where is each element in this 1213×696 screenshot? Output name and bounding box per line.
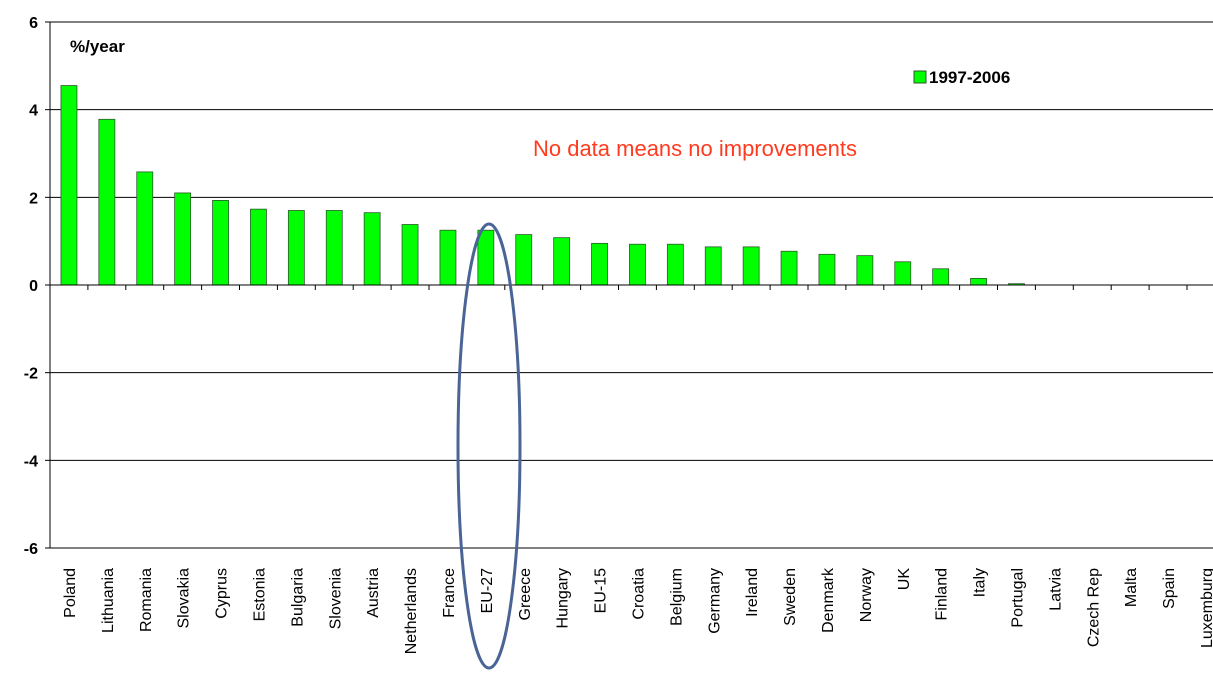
bar — [287, 210, 305, 286]
bar — [212, 200, 229, 286]
x-tick-label: Malta — [1123, 568, 1140, 607]
x-tick-label: Austria — [365, 568, 382, 618]
x-tick-label: Denmark — [820, 567, 837, 633]
x-tick-label: Romania — [138, 568, 155, 632]
bar — [250, 208, 267, 286]
annotation: No data means no improvements — [533, 136, 857, 161]
x-tick-label: Croatia — [630, 568, 647, 620]
legend-label: 1997-2006 — [929, 68, 1010, 87]
bar — [818, 253, 836, 286]
x-tick-label: Slovakia — [176, 568, 193, 629]
bar — [553, 237, 571, 286]
x-tick-label: Estonia — [251, 568, 268, 621]
bar — [970, 278, 987, 286]
x-tick-label: Netherlands — [403, 568, 420, 654]
bar — [742, 246, 760, 286]
y-tick-label: -6 — [24, 541, 38, 558]
bar — [439, 229, 457, 286]
bar — [174, 192, 192, 286]
x-tick-label: Belgium — [668, 568, 685, 626]
plot: -6 -4 -2 0 2 4 6 Poland Lithuania Romania Slovakia… — [24, 15, 1213, 654]
y-tick-label: 2 — [29, 190, 38, 207]
bar — [477, 229, 495, 286]
x-tick-label: Greece — [517, 568, 534, 621]
bar — [704, 246, 722, 286]
x-tick-label: Lithuania — [100, 568, 117, 633]
bar — [856, 255, 874, 286]
x-tick-label: Sweden — [782, 568, 799, 626]
x-tick-label: EU-15 — [593, 568, 610, 613]
y-tick-label: 4 — [29, 103, 38, 120]
x-tick-label: Ireland — [744, 568, 761, 617]
x-tick-label: Spain — [1161, 568, 1178, 609]
x-tick-label: Portugal — [1009, 568, 1026, 628]
bar — [666, 243, 684, 286]
x-tick-label: Latvia — [1047, 568, 1064, 611]
y-tick-label: 6 — [29, 15, 38, 32]
bar — [98, 118, 116, 286]
x-tick-label: Finland — [934, 568, 951, 620]
legend-swatch — [913, 70, 927, 84]
x-tick-label: Germany — [706, 568, 723, 634]
bar — [60, 85, 78, 286]
x-tick-label: EU-27 — [479, 568, 496, 613]
x-tick-label: Luxemburg — [1199, 568, 1213, 648]
x-tick-label: Hungary — [555, 568, 572, 628]
bar — [629, 243, 646, 286]
bar — [401, 224, 419, 286]
bar — [932, 268, 950, 286]
y-label: %/year — [70, 37, 125, 56]
y-tick-label: -2 — [24, 366, 38, 383]
x-tick-label: Cyprus — [214, 568, 231, 619]
bar — [894, 261, 912, 286]
y-tick-label: 0 — [29, 278, 38, 295]
x-tick-label: Poland — [62, 568, 79, 618]
bar — [515, 234, 533, 286]
x-tick-label: Slovenia — [327, 568, 344, 629]
x-tick-label: Czech Rep — [1085, 568, 1102, 647]
bar — [780, 250, 798, 286]
bar — [363, 212, 381, 286]
bar — [325, 210, 343, 286]
x-tick-label: France — [441, 568, 458, 618]
bar — [591, 242, 608, 286]
x-tick-label: Bulgaria — [289, 568, 306, 627]
x-tick-label: Italy — [972, 568, 989, 597]
x-tick-label: Norway — [858, 568, 875, 622]
highlight-ellipse — [456, 222, 522, 670]
x-tick-label: UK — [896, 568, 913, 591]
bar — [136, 171, 154, 286]
y-tick-label: -4 — [24, 453, 38, 470]
